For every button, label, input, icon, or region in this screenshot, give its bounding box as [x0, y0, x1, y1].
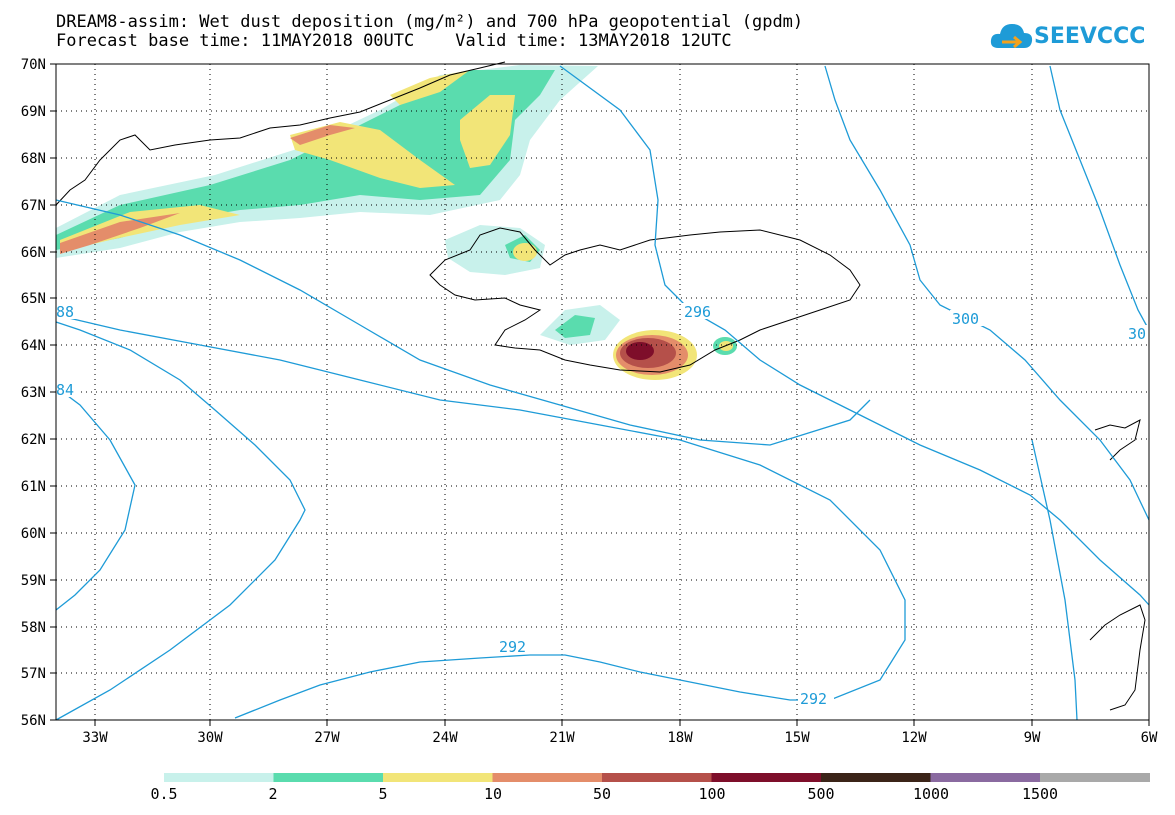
colorbar — [164, 773, 1150, 782]
lat-label-65n: 65N — [21, 291, 46, 307]
colorbar-label: 1000 — [912, 785, 950, 803]
dust-area-yellow-d — [390, 70, 470, 105]
dust-area-orange-b — [290, 125, 355, 145]
lon-label-24w: 24W — [432, 730, 458, 746]
dust-area-iceland-max — [626, 342, 654, 360]
contour-label-30: 30 — [1128, 325, 1146, 343]
colorbar-swatch — [821, 773, 931, 782]
scotland-coast — [1089, 604, 1146, 711]
lon-label-27w: 27W — [314, 730, 340, 746]
contour-label-300: 300 — [952, 310, 979, 328]
base-time-value: 11MAY2018 00UTC — [260, 31, 415, 51]
lon-label-18w: 18W — [667, 730, 693, 746]
contour-line-84 — [55, 386, 136, 611]
ticks — [50, 63, 1150, 726]
map-frame — [55, 63, 1150, 721]
contour-label-84: 84 — [56, 381, 74, 399]
colorbar-swatch — [273, 773, 384, 782]
lat-label-59n: 59N — [21, 573, 46, 589]
lat-label-62n: 62N — [21, 432, 46, 448]
dust-area-yellow — [60, 205, 240, 252]
dust-area-yellow-c — [460, 95, 515, 168]
lon-label-21w: 21W — [549, 730, 575, 746]
contour-line-east — [1031, 439, 1078, 721]
contour-line-296 — [55, 199, 871, 446]
colorbar-swatch — [602, 773, 712, 782]
seevccc-logo: SEEVCCC — [990, 20, 1145, 56]
faroe-coast — [1094, 419, 1141, 461]
lat-label-61n: 61N — [21, 479, 46, 495]
contour-line-300 — [824, 65, 1150, 521]
dust-area-green-c — [555, 315, 595, 338]
lon-label-6w: 6W — [1141, 730, 1158, 746]
colorbar-swatch — [711, 773, 822, 782]
lon-label-9w: 9W — [1024, 730, 1041, 746]
contour-label-292-b: 292 — [800, 690, 827, 708]
colorbar-swatch — [164, 773, 274, 782]
lat-label-58n: 58N — [21, 620, 46, 636]
lat-label-69n: 69N — [21, 104, 46, 120]
colorbar-swatch — [930, 773, 1041, 782]
colorbar-label: 5 — [378, 785, 388, 803]
map-title: DREAM8-assim: Wet dust deposition (mg/m²… — [56, 12, 804, 32]
lat-labels: 70N 69N 68N 67N 66N 65N 64N 63N 62N 61N … — [21, 57, 46, 729]
colorbar-label: 10 — [483, 785, 503, 803]
dust-deposition-shading — [56, 65, 737, 380]
dust-area-mountain-a — [513, 243, 537, 261]
lon-labels: 33W 30W 27W 24W 21W 18W 15W 12W 9W 6W — [82, 730, 1158, 746]
lon-label-12w: 12W — [901, 730, 927, 746]
colorbar-swatch — [492, 773, 603, 782]
cloud-icon — [990, 24, 1033, 49]
colorbar-swatch — [383, 773, 493, 782]
colorbar-label: 100 — [698, 785, 726, 803]
geopotential-contours — [55, 65, 1150, 721]
contour-line-296-b — [559, 65, 1150, 606]
dust-area-yellow-b — [290, 122, 455, 188]
iceland-coast — [429, 227, 861, 373]
contour-labels: 88 84 296 300 30 292 292 — [56, 303, 1149, 708]
contour-line-30 — [1049, 65, 1150, 331]
lat-label-68n: 68N — [21, 151, 46, 167]
logo-text: SEEVCCC — [1034, 24, 1146, 49]
lat-label-67n: 67N — [21, 198, 46, 214]
lat-label-70n: 70N — [21, 57, 46, 73]
colorbar-label: 500 — [807, 785, 835, 803]
lon-label-30w: 30W — [197, 730, 223, 746]
graticule — [56, 64, 1149, 720]
lon-label-15w: 15W — [784, 730, 810, 746]
colorbar-label: 2 — [268, 785, 278, 803]
contour-line-2 — [55, 321, 306, 721]
dust-area-green — [56, 70, 555, 250]
contour-label-292-a: 292 — [499, 638, 526, 656]
lat-label-56n: 56N — [21, 713, 46, 729]
lat-label-64n: 64N — [21, 338, 46, 354]
map-subtitle: Forecast base time: 11MAY2018 00UTC Vali… — [56, 32, 732, 51]
lat-label-60n: 60N — [21, 526, 46, 542]
lon-label-33w: 33W — [82, 730, 108, 746]
contour-label-88: 88 — [56, 303, 74, 321]
contour-label-296: 296 — [684, 303, 711, 321]
lat-label-63n: 63N — [21, 385, 46, 401]
lat-label-57n: 57N — [21, 666, 46, 682]
dust-area-orange — [60, 213, 180, 254]
base-time-label: Forecast base time: — [56, 31, 251, 51]
colorbar-label: 50 — [592, 785, 612, 803]
coastlines — [55, 61, 1146, 711]
valid-time-value: 13MAY2018 12UTC — [578, 31, 732, 51]
lat-label-66n: 66N — [21, 245, 46, 261]
valid-time-label: Valid time: — [455, 31, 568, 51]
colorbar-label: 1500 — [1021, 785, 1059, 803]
greenland-coast — [55, 61, 506, 206]
contour-line-88 — [55, 314, 906, 719]
colorbar-label: 0.5 — [150, 785, 178, 803]
colorbar-swatch — [1040, 773, 1150, 782]
